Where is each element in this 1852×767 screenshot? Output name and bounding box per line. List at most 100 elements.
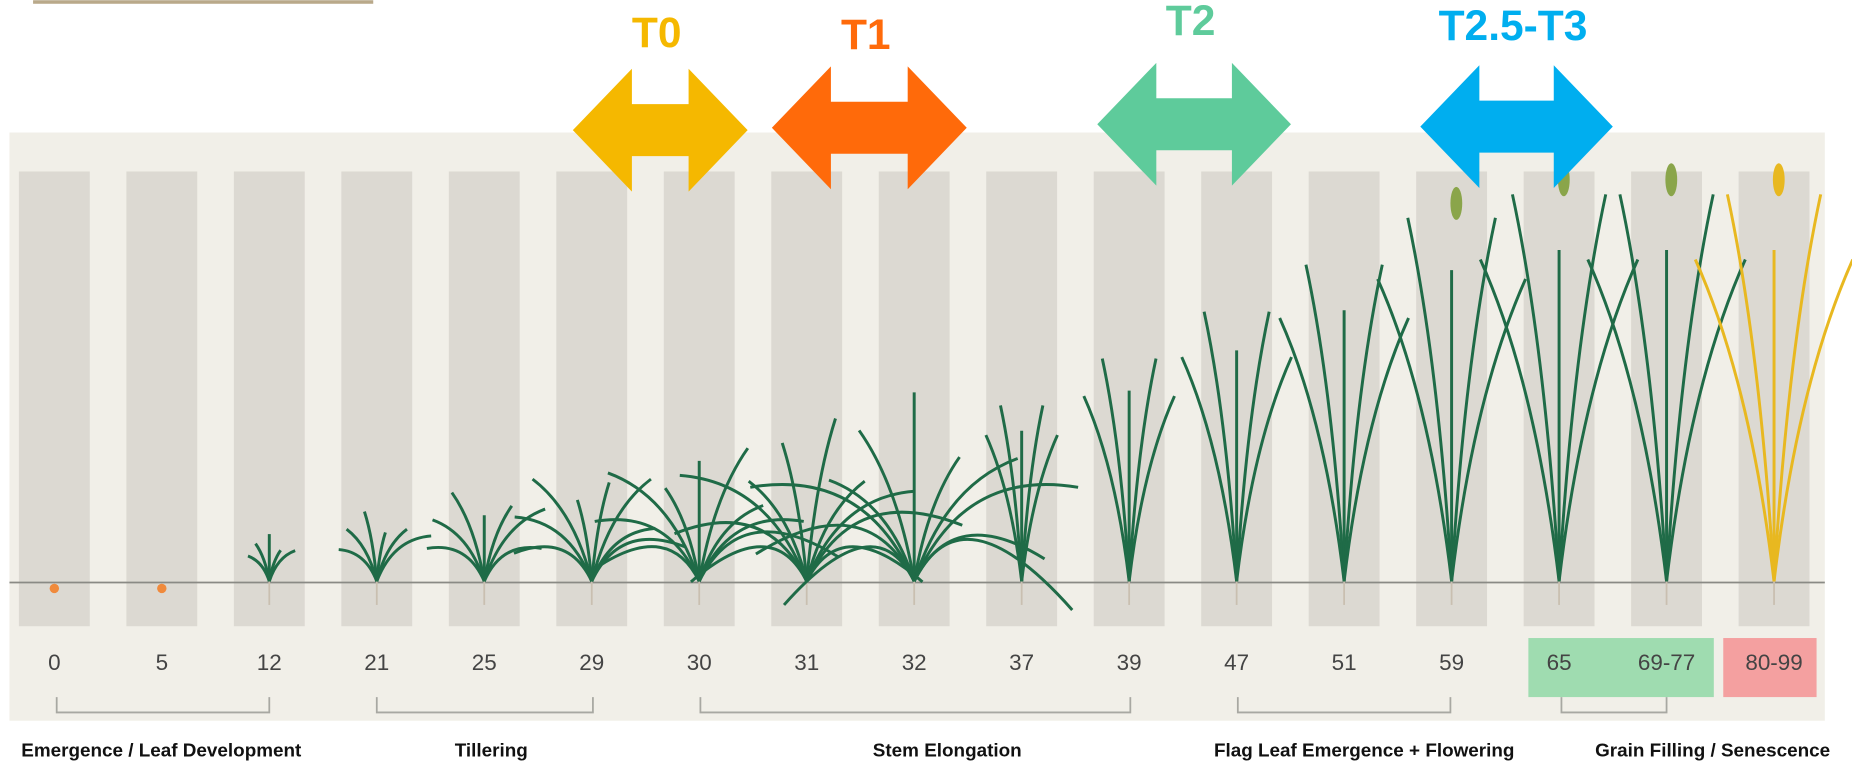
ear xyxy=(1665,163,1678,197)
phase-bracket xyxy=(55,697,271,714)
phase-bracket xyxy=(699,697,1132,714)
plant-leaf xyxy=(1693,258,1776,582)
stage-column xyxy=(18,171,90,627)
plant-leaf xyxy=(1376,278,1454,582)
plant-leaf xyxy=(363,511,379,582)
plant-leaf xyxy=(1342,317,1410,582)
stage-code: 30 xyxy=(687,650,712,675)
plant-leaf xyxy=(1180,356,1239,582)
senescence-highlight xyxy=(1723,638,1817,698)
seed xyxy=(49,583,60,594)
plant-leaf xyxy=(1235,356,1293,582)
phase-label: Tillering xyxy=(455,740,528,761)
plant-leaf xyxy=(805,510,963,582)
stage-code: 25 xyxy=(472,650,497,675)
plant-leaf xyxy=(267,549,296,582)
plant-leaf xyxy=(607,471,701,582)
stage-code: 29 xyxy=(579,650,604,675)
plant-leaf xyxy=(755,523,916,582)
plant-leaf xyxy=(1127,395,1176,582)
plant-leaf xyxy=(1772,194,1823,582)
timing-label: T2 xyxy=(1166,0,1216,45)
plant-leaf xyxy=(912,456,961,582)
plant-leaf xyxy=(1510,194,1561,582)
stage-code: 5 xyxy=(156,650,168,675)
stage-code: 59 xyxy=(1439,650,1464,675)
plant-leaf xyxy=(1557,258,1640,582)
image-fragment xyxy=(33,0,374,4)
plant-leaf xyxy=(1235,311,1271,582)
plant-leaf xyxy=(1586,258,1669,582)
stage-code: 69-77 xyxy=(1638,650,1695,675)
plant-leaf xyxy=(780,442,809,582)
plant-leaf xyxy=(531,477,594,582)
stage-code: 12 xyxy=(257,650,282,675)
timing-arrow xyxy=(1097,62,1291,186)
seed xyxy=(157,583,167,594)
timing-arrow xyxy=(1420,65,1613,189)
timing-arrow xyxy=(572,68,748,192)
plant-leaf xyxy=(805,479,866,582)
plant-leaf xyxy=(697,530,840,582)
plant-leaf xyxy=(912,483,1079,582)
plant-leaf xyxy=(1278,317,1346,582)
plant-leaf xyxy=(747,479,809,582)
plant-leaf xyxy=(1020,405,1045,582)
plant-leaf xyxy=(1342,264,1384,582)
stage-code: 32 xyxy=(902,650,927,675)
stage-code: 37 xyxy=(1009,650,1034,675)
plant-leaf xyxy=(1665,258,1747,582)
plant-leaf xyxy=(590,482,611,582)
phase-label: Emergence / Leaf Development xyxy=(21,740,302,761)
stage-code: 47 xyxy=(1224,650,1249,675)
stage-column xyxy=(556,171,628,627)
plant-leaf xyxy=(805,489,915,582)
plant-leaf xyxy=(805,418,837,582)
stage-code: 51 xyxy=(1332,650,1357,675)
plant-leaf xyxy=(1450,278,1527,582)
plant-leaf xyxy=(999,405,1024,582)
plant-leaf xyxy=(1557,194,1608,582)
plant-leaf xyxy=(1618,194,1669,582)
phase-bracket xyxy=(1236,697,1452,714)
plant-leaf xyxy=(1127,358,1158,582)
plant-leaf xyxy=(857,429,916,582)
stage-code: 21 xyxy=(364,650,389,675)
plant-leaf xyxy=(450,491,486,582)
timing-label: T0 xyxy=(632,10,682,57)
plant-leaf xyxy=(1202,311,1239,582)
timing-label: T1 xyxy=(841,12,891,59)
stage-code: 31 xyxy=(794,650,819,675)
stage-code: 65 xyxy=(1547,650,1572,675)
plant-leaf xyxy=(594,518,701,582)
plant-leaf xyxy=(1406,217,1454,582)
plant-leaf xyxy=(514,515,594,582)
grain-highlight xyxy=(1528,638,1714,698)
phase-label: Flag Leaf Emergence + Flowering xyxy=(1214,740,1515,761)
phase-label: Stem Elongation xyxy=(873,740,1022,761)
ear xyxy=(1772,163,1785,197)
plant-leaf xyxy=(1450,217,1497,582)
stage-code: 80-99 xyxy=(1745,650,1802,675)
ear xyxy=(1450,186,1463,220)
plant-leaf xyxy=(1304,264,1346,582)
stage-column xyxy=(126,171,198,627)
plant-leaf xyxy=(912,457,1019,582)
stage-code: 0 xyxy=(48,650,60,675)
timing-label: T2.5-T3 xyxy=(1439,3,1588,50)
plant-leaf xyxy=(1478,258,1561,582)
plant-leaf xyxy=(679,473,809,582)
plant-leaf xyxy=(1100,358,1131,582)
plant-leaf xyxy=(697,447,750,582)
phase-label: Grain Filling / Senescence xyxy=(1595,740,1830,761)
stage-code: 39 xyxy=(1117,650,1142,675)
plant-leaf xyxy=(828,478,916,582)
plant-leaf xyxy=(575,499,594,582)
plant-leaf xyxy=(375,534,432,582)
timing-arrow xyxy=(771,66,967,190)
phase-bracket xyxy=(1560,697,1668,714)
plant-leaf xyxy=(1772,258,1852,582)
plant-leaf xyxy=(1020,434,1059,582)
plant-leaf xyxy=(1082,395,1131,582)
